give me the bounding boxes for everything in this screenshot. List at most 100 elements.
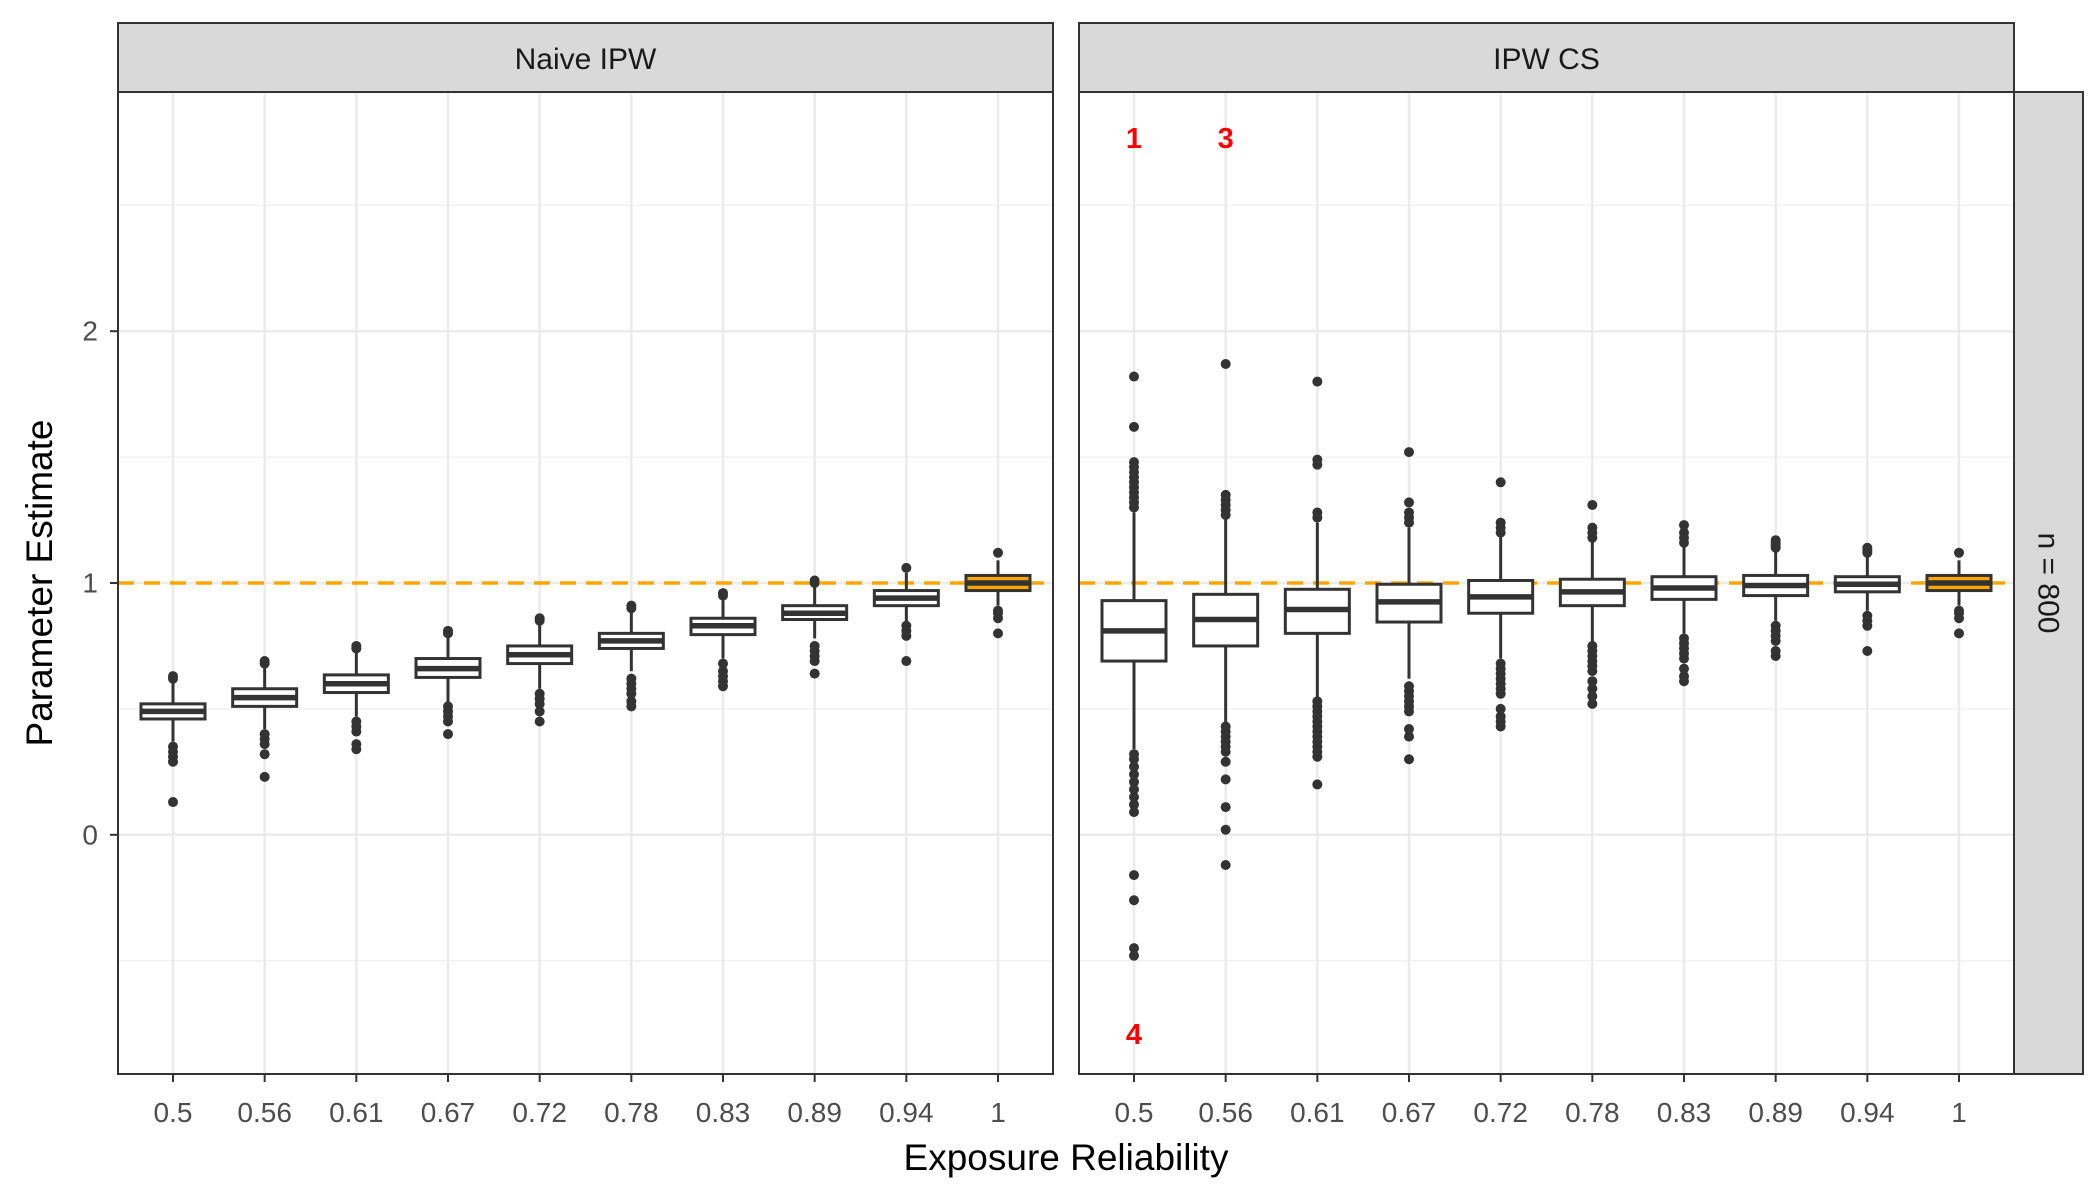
outlier-point <box>901 562 912 573</box>
strip-background <box>1078 22 2015 93</box>
x-axis-naive-ipw: 0.5 0.56 0.61 0.67 0.72 0.78 0.83 0.89 0.94 1 <box>154 1074 1006 1128</box>
outlier-point <box>534 716 545 727</box>
panel-title: IPW CS <box>1493 43 1600 76</box>
outlier-point <box>1679 663 1689 674</box>
outlier-point <box>1679 527 1689 538</box>
outlier-point <box>1312 507 1323 518</box>
box-1 <box>1925 547 1993 639</box>
x-axis-title: Exposure Reliability <box>904 1137 1229 1178</box>
outlier-point <box>1495 658 1506 669</box>
outlier-point <box>443 625 453 636</box>
box-0.67 <box>414 625 482 740</box>
outlier-point <box>1129 950 1139 961</box>
outlier-point <box>259 771 270 782</box>
annotation-count: 1 <box>1126 123 1142 155</box>
outlier-point <box>1312 376 1323 387</box>
outlier-point <box>351 716 362 727</box>
outlier-point <box>1129 784 1139 795</box>
outlier-point <box>1220 489 1231 500</box>
x-tick-label: 0.72 <box>1473 1097 1528 1128</box>
outlier-point <box>1954 547 1964 558</box>
row-strip-background <box>2013 91 2084 1075</box>
outlier-point <box>1679 520 1689 531</box>
outlier-point <box>1129 895 1139 906</box>
x-tick-label: 0.83 <box>1657 1097 1712 1128</box>
box-0.83 <box>1650 520 1718 687</box>
outlier-point <box>1587 676 1598 687</box>
outlier-point <box>1862 542 1873 553</box>
box-0.94 <box>872 562 940 667</box>
x-tick-label: 0.67 <box>1382 1097 1437 1128</box>
outlier-point <box>443 729 453 740</box>
box-0.72 <box>1467 477 1535 732</box>
outlier-point <box>259 729 270 740</box>
outlier-point <box>1587 640 1598 651</box>
outlier-point <box>1587 499 1598 510</box>
outlier-point <box>1129 792 1139 803</box>
outlier-point <box>1129 457 1139 468</box>
outlier-point <box>1404 507 1414 518</box>
outlier-point <box>1954 605 1964 616</box>
panel-boxes <box>139 547 1032 808</box>
x-tick-label: 0.89 <box>787 1097 842 1128</box>
outlier-point <box>1770 535 1781 546</box>
outlier-point <box>718 666 728 677</box>
x-tick-label: 0.5 <box>1115 1097 1154 1128</box>
outlier-point <box>1404 754 1414 765</box>
x-tick-label: 0.78 <box>604 1097 659 1128</box>
row-facet-strip: n = 800 <box>2013 91 2084 1075</box>
x-tick-label: 0.83 <box>696 1097 751 1128</box>
box-0.89 <box>781 575 849 679</box>
outlier-point <box>1679 671 1689 682</box>
outlier-point <box>1129 749 1139 760</box>
outlier-point <box>168 741 178 752</box>
outlier-point <box>1312 779 1323 790</box>
outlier-point <box>1862 645 1873 656</box>
outlier-point <box>1404 497 1414 508</box>
box-0.94 <box>1833 542 1901 656</box>
outlier-point <box>1312 454 1323 465</box>
x-tick-label: 0.61 <box>329 1097 384 1128</box>
outlier-point <box>1220 802 1231 813</box>
box-0.5 <box>1100 371 1168 961</box>
outlier-point <box>1770 620 1781 631</box>
outlier-point <box>626 673 637 684</box>
outlier-point <box>1404 724 1414 735</box>
outlier-point <box>1404 731 1414 742</box>
outlier-point <box>534 613 545 624</box>
outlier-point <box>718 658 728 669</box>
box-0.56 <box>231 656 299 782</box>
x-tick-label: 0.89 <box>1748 1097 1803 1128</box>
outlier-point <box>1220 860 1231 871</box>
box-1 <box>964 547 1032 639</box>
x-tick-label: 0.61 <box>1290 1097 1345 1128</box>
box-0.56 <box>1192 358 1260 871</box>
y-axis-title: Parameter Estimate <box>19 420 60 747</box>
outlier-point <box>534 706 545 717</box>
outlier-point <box>1220 721 1231 732</box>
x-tick-label: 0.72 <box>512 1097 567 1128</box>
outlier-point <box>1404 681 1414 692</box>
strip-background <box>117 22 1054 93</box>
box-0.72 <box>506 613 574 727</box>
box-0.78 <box>1558 499 1626 709</box>
y-tick-label: 0 <box>82 819 98 850</box>
outlier-point <box>1220 358 1231 369</box>
box-0.89 <box>1742 535 1810 662</box>
outlier-point <box>259 749 270 760</box>
outlier-point <box>1495 703 1506 714</box>
outlier-point <box>1129 799 1139 810</box>
box-0.83 <box>689 588 757 692</box>
outlier-point <box>809 640 820 651</box>
outlier-point <box>1129 943 1139 954</box>
outlier-point <box>1770 645 1781 656</box>
outlier-point <box>993 605 1003 616</box>
outlier-point <box>1220 824 1231 835</box>
outlier-point <box>809 668 820 679</box>
outlier-point <box>1129 761 1139 772</box>
box-0.61 <box>1283 376 1351 790</box>
outlier-point <box>1129 870 1139 881</box>
y-tick-label: 2 <box>82 316 98 347</box>
panel-title: Naive IPW <box>515 43 657 76</box>
